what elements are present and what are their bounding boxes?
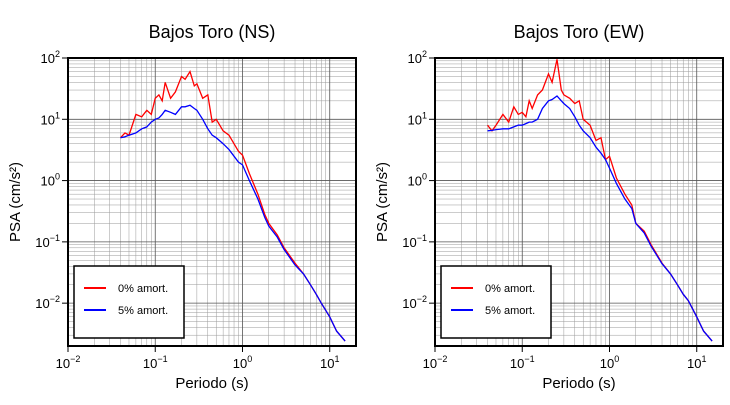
y-tick-label: 100	[408, 172, 427, 189]
tick-exponent: −2	[70, 354, 80, 364]
x-tick-label: 10−1	[510, 354, 535, 371]
tick-exponent: −2	[50, 294, 60, 304]
tick-base: 10	[510, 356, 524, 371]
tick-base: 10	[408, 51, 422, 66]
plot-frame	[434, 57, 724, 347]
tick-exponent: 1	[55, 110, 60, 120]
y-tick-label: 100	[41, 172, 60, 189]
tick-base: 10	[35, 296, 49, 311]
tick-exponent: 0	[247, 354, 252, 364]
tick-exponent: 2	[55, 49, 60, 59]
tick-base: 10	[402, 235, 416, 250]
series-line	[487, 95, 713, 342]
x-tick-label: 101	[320, 354, 339, 371]
tick-exponent: 1	[422, 110, 427, 120]
tick-exponent: 2	[422, 49, 427, 59]
y-axis-label: PSA (cm/s²)	[7, 162, 24, 242]
tick-base: 10	[687, 356, 701, 371]
tick-base: 10	[143, 356, 157, 371]
x-tick-label: 10−2	[423, 354, 448, 371]
tick-exponent: −1	[524, 354, 534, 364]
legend-box	[440, 265, 552, 339]
tick-base: 10	[41, 112, 55, 127]
tick-exponent: −1	[157, 354, 167, 364]
tick-base: 10	[233, 356, 247, 371]
tick-base: 10	[41, 174, 55, 189]
tick-base: 10	[56, 356, 70, 371]
y-axis-label: PSA (cm/s²)	[374, 162, 391, 242]
tick-exponent: −2	[417, 294, 427, 304]
x-tick-label: 10−2	[56, 354, 81, 371]
tick-base: 10	[408, 174, 422, 189]
chart-title: Bajos Toro (NS)	[149, 22, 276, 42]
y-tick-label: 102	[408, 49, 427, 66]
x-axis-label: Periodo (s)	[542, 375, 615, 392]
legend-box	[73, 265, 185, 339]
tick-base: 10	[35, 235, 49, 250]
legend-label: 0% amort.	[118, 283, 168, 295]
chart-title: Bajos Toro (EW)	[514, 22, 645, 42]
series-line	[120, 104, 346, 342]
tick-base: 10	[41, 51, 55, 66]
legend-label: 5% amort.	[118, 305, 168, 317]
tick-exponent: 1	[701, 354, 706, 364]
tick-exponent: 1	[334, 354, 339, 364]
tick-exponent: −1	[50, 233, 60, 243]
tick-exponent: −2	[437, 354, 447, 364]
plot-frame	[67, 57, 357, 347]
tick-base: 10	[402, 296, 416, 311]
y-tick-label: 101	[408, 110, 427, 127]
x-tick-label: 100	[600, 354, 619, 371]
y-tick-label: 10−2	[35, 294, 60, 311]
tick-exponent: −1	[417, 233, 427, 243]
tick-base: 10	[320, 356, 334, 371]
series-line	[120, 70, 346, 342]
tick-exponent: 0	[55, 172, 60, 182]
x-tick-label: 10−1	[143, 354, 168, 371]
y-tick-label: 101	[41, 110, 60, 127]
legend-label: 0% amort.	[485, 283, 535, 295]
y-tick-label: 10−1	[402, 233, 427, 250]
y-tick-label: 10−2	[402, 294, 427, 311]
tick-base: 10	[408, 112, 422, 127]
tick-exponent: 0	[614, 354, 619, 364]
tick-base: 10	[423, 356, 437, 371]
x-tick-label: 101	[687, 354, 706, 371]
x-tick-label: 100	[233, 354, 252, 371]
tick-exponent: 0	[422, 172, 427, 182]
legend-label: 5% amort.	[485, 305, 535, 317]
y-tick-label: 10−1	[35, 233, 60, 250]
y-tick-label: 102	[41, 49, 60, 66]
tick-base: 10	[600, 356, 614, 371]
x-axis-label: Periodo (s)	[175, 375, 248, 392]
